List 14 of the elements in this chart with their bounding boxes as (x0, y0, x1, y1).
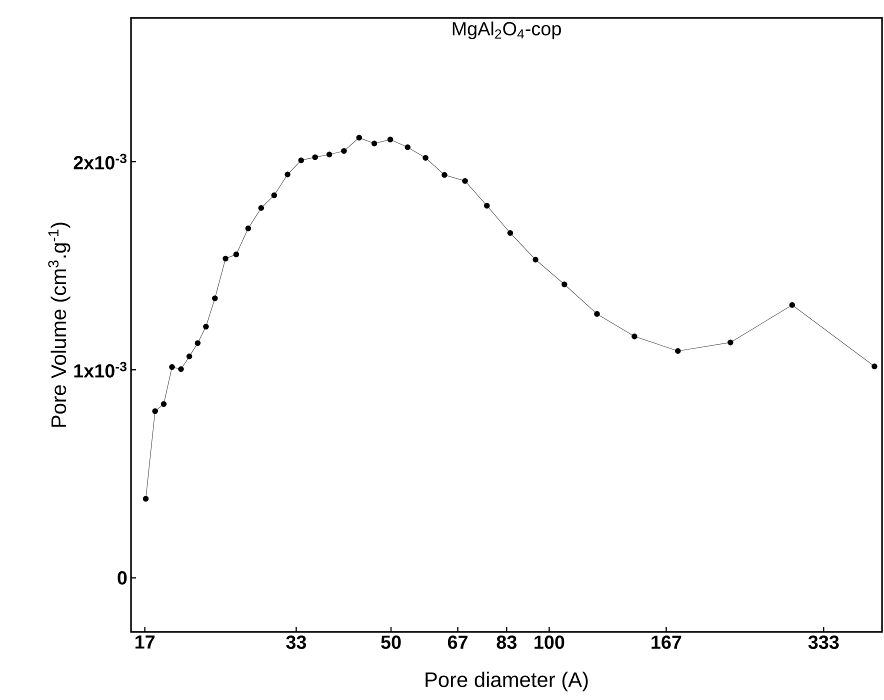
x-tick-label: 333 (808, 636, 839, 649)
x-tick-label: 17 (136, 636, 155, 649)
x-tick-label: 83 (496, 636, 517, 649)
x-axis-title: Pore diameter (A) (426, 672, 588, 692)
x-tick-label: 50 (381, 636, 401, 649)
y-tick-label: 2x10$^{-3}$ (74, 154, 127, 170)
y-tick-label: 0 (118, 571, 127, 585)
y-tick-label: 1x10$^{-3}$ (74, 362, 127, 378)
x-tick-label: 33 (286, 636, 306, 649)
x-tick-label: 100 (534, 636, 564, 649)
y-axis-title: Pore Volume (cm$^{3}$.g$^{-1}$) (48, 222, 70, 427)
x-tick-label: 167 (652, 636, 682, 649)
x-tick-label: 67 (448, 636, 468, 649)
chart-title: MgAl$_{2}$O$_{4}$-cop (452, 22, 561, 40)
